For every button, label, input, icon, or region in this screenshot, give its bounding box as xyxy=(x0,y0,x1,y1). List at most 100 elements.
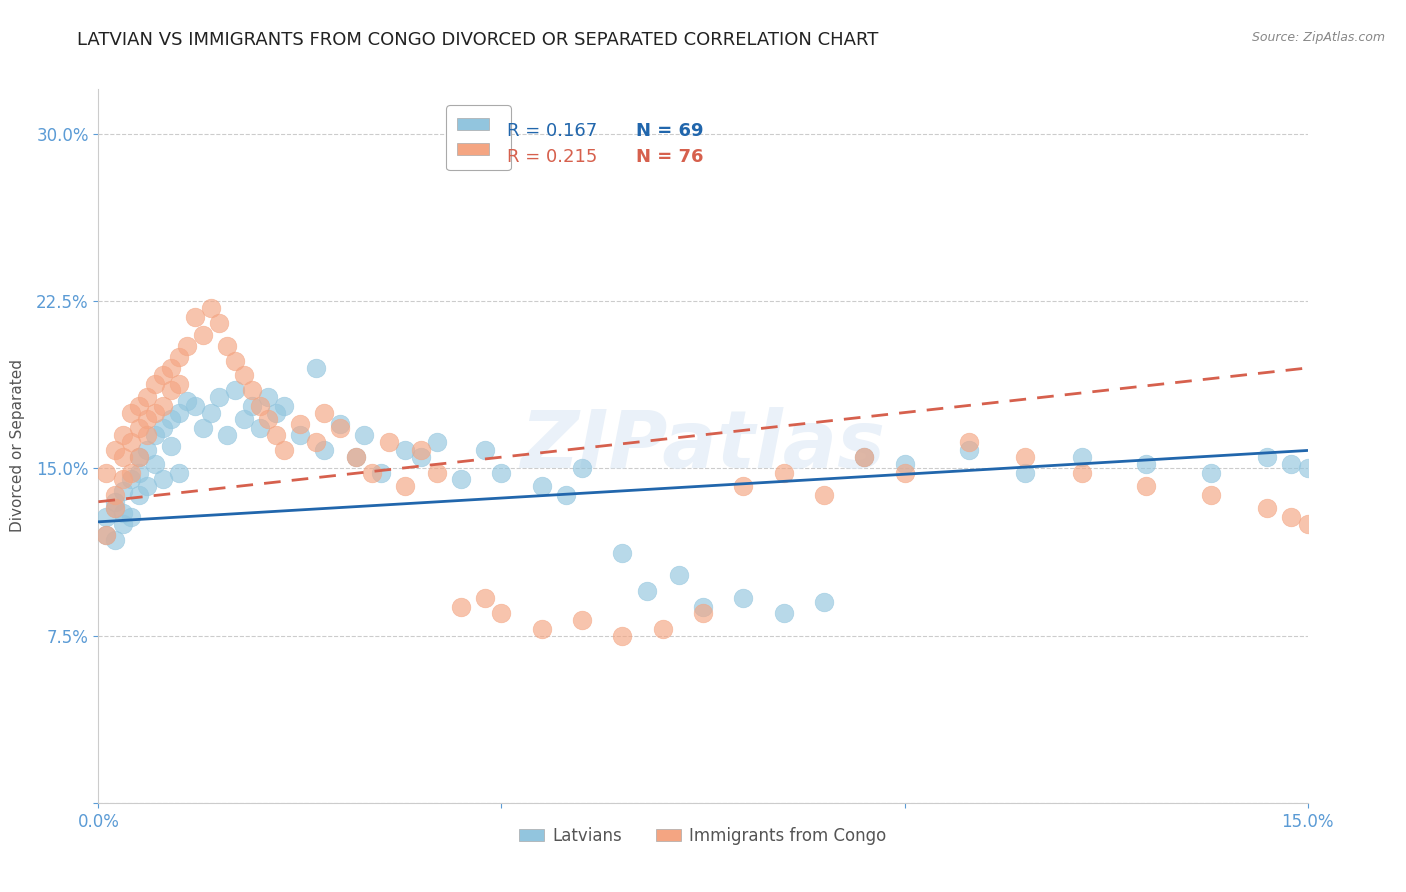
Point xyxy=(1329,539,1351,553)
Point xyxy=(1281,510,1303,524)
Point xyxy=(103,488,125,502)
Point xyxy=(184,399,207,413)
Point xyxy=(256,412,278,426)
Point xyxy=(1014,450,1036,464)
Point xyxy=(152,399,174,413)
Point xyxy=(111,450,134,464)
Text: ZIPatlas: ZIPatlas xyxy=(520,407,886,485)
Point xyxy=(111,506,134,520)
Point xyxy=(288,427,311,442)
Point xyxy=(96,466,118,480)
Point xyxy=(256,390,278,404)
Text: Source: ZipAtlas.com: Source: ZipAtlas.com xyxy=(1251,31,1385,45)
Point xyxy=(120,405,142,419)
Point xyxy=(474,591,496,605)
Point xyxy=(450,599,472,614)
Point xyxy=(111,483,134,498)
Point xyxy=(240,384,263,398)
Point xyxy=(135,390,157,404)
Point xyxy=(120,510,142,524)
Point xyxy=(111,516,134,531)
Text: R = 0.167: R = 0.167 xyxy=(508,121,598,139)
Point xyxy=(135,427,157,442)
Point xyxy=(135,412,157,426)
Point xyxy=(571,613,593,627)
Point xyxy=(474,443,496,458)
Point xyxy=(1135,457,1157,471)
Point xyxy=(361,466,384,480)
Point xyxy=(128,488,150,502)
Point xyxy=(394,443,416,458)
Point xyxy=(1070,466,1092,480)
Point xyxy=(1199,488,1222,502)
Text: LATVIAN VS IMMIGRANTS FROM CONGO DIVORCED OR SEPARATED CORRELATION CHART: LATVIAN VS IMMIGRANTS FROM CONGO DIVORCE… xyxy=(77,31,879,49)
Point xyxy=(135,479,157,493)
Point xyxy=(692,599,714,614)
Point xyxy=(120,434,142,449)
Point xyxy=(314,443,336,458)
Point xyxy=(344,450,367,464)
Point xyxy=(772,607,794,621)
Point xyxy=(1296,516,1319,531)
Text: R = 0.215: R = 0.215 xyxy=(508,148,598,166)
Point xyxy=(1281,457,1303,471)
Point xyxy=(128,399,150,413)
Point xyxy=(152,368,174,382)
Point xyxy=(612,546,634,560)
Point xyxy=(1070,450,1092,464)
Point xyxy=(450,473,472,487)
Point xyxy=(103,494,125,508)
Point xyxy=(167,350,190,364)
Point xyxy=(353,427,375,442)
Point xyxy=(184,310,207,324)
Text: N = 76: N = 76 xyxy=(637,148,704,166)
Point xyxy=(143,405,166,419)
Point xyxy=(1337,546,1360,560)
Point xyxy=(160,384,183,398)
Point xyxy=(636,583,658,598)
Point xyxy=(217,338,239,352)
Point xyxy=(160,439,183,453)
Point xyxy=(1361,568,1384,582)
Point xyxy=(530,622,553,636)
Point xyxy=(249,421,271,435)
Point xyxy=(217,427,239,442)
Point xyxy=(273,443,295,458)
Point xyxy=(120,473,142,487)
Point xyxy=(135,443,157,458)
Point xyxy=(426,466,449,480)
Point xyxy=(240,399,263,413)
Point xyxy=(1014,466,1036,480)
Point xyxy=(426,434,449,449)
Point xyxy=(160,412,183,426)
Point xyxy=(668,568,690,582)
Point xyxy=(893,466,915,480)
Point xyxy=(103,501,125,516)
Point xyxy=(200,405,222,419)
Point xyxy=(193,327,215,342)
Point xyxy=(530,479,553,493)
Point xyxy=(232,412,254,426)
Point xyxy=(103,443,125,458)
Point xyxy=(1135,479,1157,493)
Point xyxy=(555,488,578,502)
Point xyxy=(344,450,367,464)
Point xyxy=(224,354,246,368)
Point xyxy=(1296,461,1319,475)
Point xyxy=(813,488,835,502)
Point xyxy=(103,501,125,516)
Point xyxy=(249,399,271,413)
Point xyxy=(176,394,198,409)
Point xyxy=(409,450,432,464)
Point xyxy=(314,405,336,419)
Point xyxy=(143,427,166,442)
Point xyxy=(96,510,118,524)
Point xyxy=(160,360,183,375)
Point xyxy=(224,384,246,398)
Point xyxy=(208,316,231,330)
Point xyxy=(96,528,118,542)
Point xyxy=(128,466,150,480)
Point xyxy=(143,376,166,391)
Point xyxy=(409,443,432,458)
Point xyxy=(305,360,328,375)
